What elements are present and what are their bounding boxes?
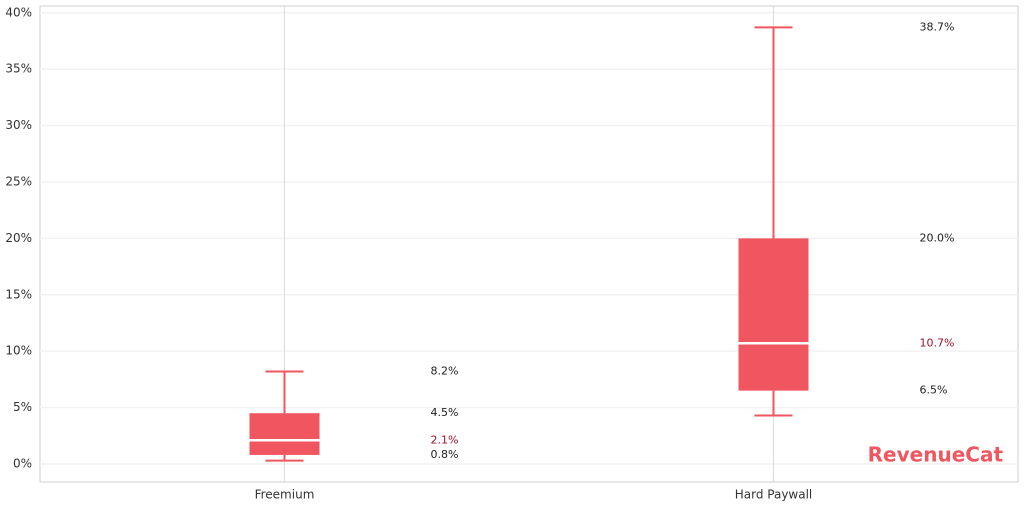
value-label: 8.2% xyxy=(431,364,459,377)
value-label: 38.7% xyxy=(920,20,955,33)
value-label: 6.5% xyxy=(920,384,948,397)
value-label: 2.1% xyxy=(431,433,459,446)
y-tick-label: 25% xyxy=(5,174,32,188)
value-label: 0.8% xyxy=(431,448,459,461)
y-tick-label: 35% xyxy=(5,62,32,76)
x-tick-label: Hard Paywall xyxy=(735,488,813,502)
y-tick-label: 20% xyxy=(5,231,32,245)
y-tick-label: 0% xyxy=(13,456,32,470)
y-tick-label: 15% xyxy=(5,287,32,301)
box xyxy=(249,413,320,455)
x-tick-label: Freemium xyxy=(255,488,315,502)
y-tick-label: 5% xyxy=(13,400,32,414)
y-tick-label: 30% xyxy=(5,118,32,132)
value-label: 20.0% xyxy=(920,231,955,244)
value-label: 4.5% xyxy=(431,406,459,419)
value-label: 10.7% xyxy=(920,336,955,349)
plot-frame xyxy=(39,5,1019,483)
watermark: RevenueCat xyxy=(868,443,1004,467)
box xyxy=(738,238,809,391)
y-tick-label: 10% xyxy=(5,344,32,358)
y-tick-label: 40% xyxy=(5,5,32,19)
